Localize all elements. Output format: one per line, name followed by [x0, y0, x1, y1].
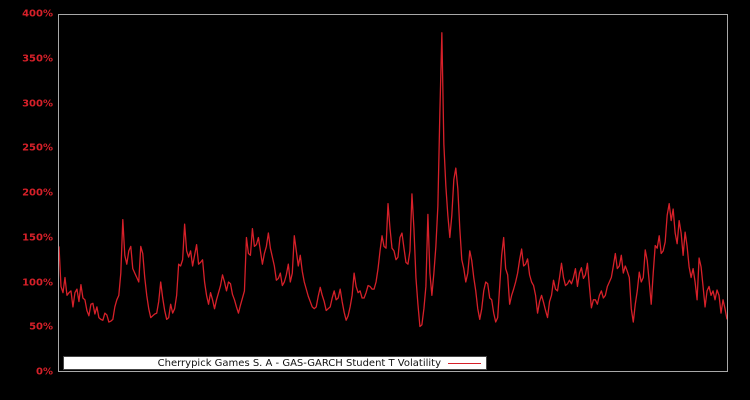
y-tick-label: 150% — [22, 232, 53, 244]
volatility-line-series — [59, 15, 727, 371]
legend-label: Cherrypick Games S. A - GAS-GARCH Studen… — [157, 357, 441, 369]
legend-line-sample-icon — [448, 362, 481, 364]
y-tick-label: 0% — [36, 366, 53, 378]
plot-area: Cherrypick Games S. A - GAS-GARCH Studen… — [58, 14, 728, 372]
y-tick-label: 100% — [22, 277, 53, 288]
y-tick-label: 300% — [22, 98, 53, 109]
y-tick-label: 200% — [22, 187, 53, 199]
legend: Cherrypick Games S. A - GAS-GARCH Studen… — [63, 356, 487, 370]
y-tick-label: 400% — [22, 8, 53, 20]
y-tick-label: 50% — [29, 321, 53, 333]
y-tick-label: 350% — [22, 53, 53, 65]
y-axis: 0% 50% 100% 150% 200% 250% 300% 350% 400% — [0, 0, 55, 400]
y-tick-label: 250% — [22, 142, 53, 154]
